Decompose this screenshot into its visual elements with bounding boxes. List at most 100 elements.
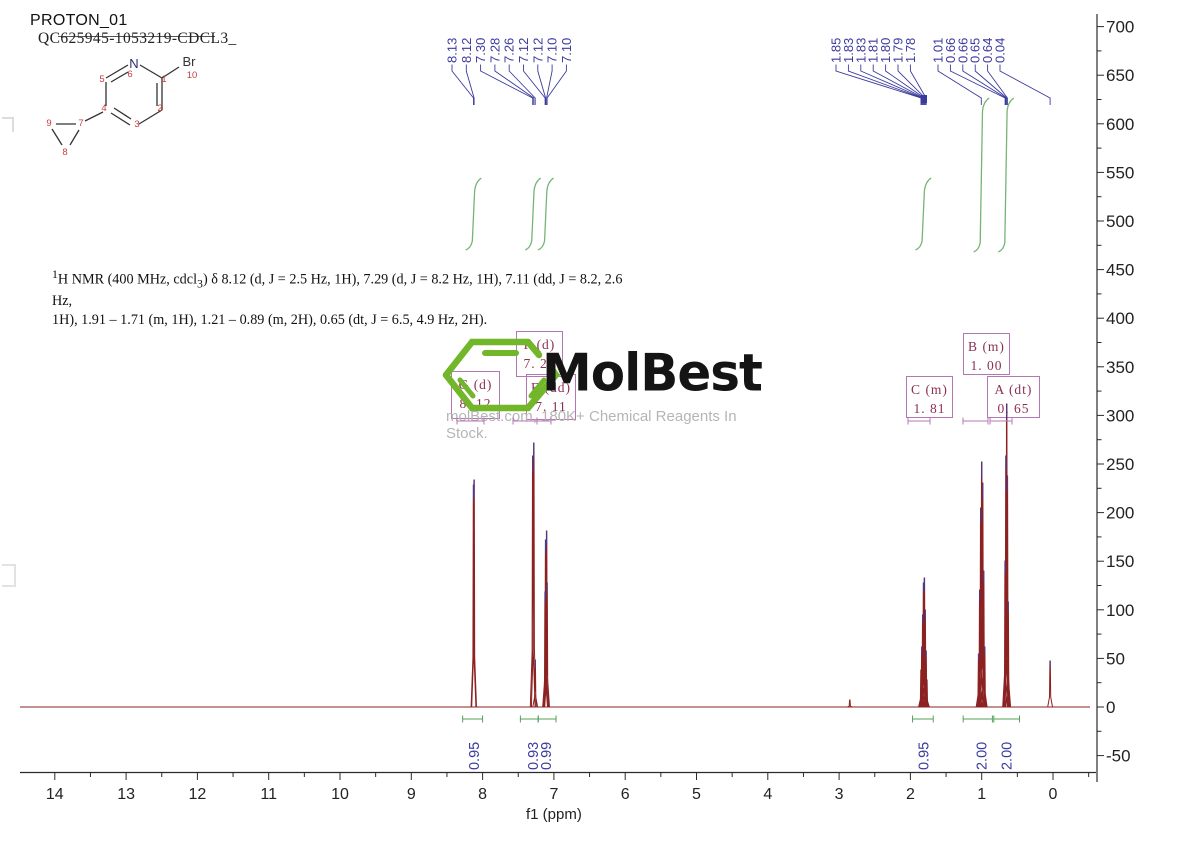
peak-label: 0.66 <box>955 38 970 63</box>
nmr-text-sup: 1 <box>52 267 58 281</box>
peak-label: 1.83 <box>853 38 868 63</box>
peak-label-leader <box>546 64 553 105</box>
peak-label-leader <box>999 64 1051 105</box>
assignment-A-shift: 0. 65 <box>997 401 1030 416</box>
integral-value: 0.93 <box>526 742 542 770</box>
assignment-box-B: B (m) 1. 00 <box>963 333 1010 375</box>
x-axis-tick-label: 7 <box>549 786 558 803</box>
peak-label-leader <box>546 64 567 105</box>
x-axis-tick-label: 13 <box>117 786 135 803</box>
x-axis-tick-label: 1 <box>977 786 986 803</box>
peak-label-leader <box>974 64 1008 105</box>
x-axis-tick-label: 9 <box>407 786 416 803</box>
peak-label-leader <box>987 64 1008 105</box>
integral-curve <box>998 97 1015 253</box>
y-axis-tick-label: 450 <box>1106 261 1134 280</box>
assignment-B-line1: B (m) <box>968 339 1005 354</box>
integral-curve <box>915 177 932 251</box>
peak-label: 1.81 <box>866 38 881 63</box>
integral-value: 0.95 <box>467 742 483 770</box>
y-axis-tick-label: 400 <box>1106 309 1134 328</box>
bond-lines <box>51 64 180 146</box>
peak-label-leader <box>872 64 924 105</box>
assignment-C-line1: C (m) <box>911 382 948 397</box>
peak-label-leader <box>937 64 982 105</box>
peak-label: 7.30 <box>473 38 488 63</box>
y-axis-tick-label: 350 <box>1106 358 1134 377</box>
molbest-logo-text: MolBest <box>542 342 763 404</box>
bromine-label: Br <box>183 54 197 69</box>
peak-label: 7.12 <box>530 38 545 63</box>
peak-label: 0.64 <box>980 38 995 63</box>
integral-curve <box>465 177 482 251</box>
peak-label-leader <box>494 64 535 105</box>
x-axis-tick-label: 8 <box>478 786 487 803</box>
peak-label-leader <box>835 64 922 105</box>
y-axis-tick-label: 600 <box>1106 115 1134 134</box>
nmr-text-sub: 3 <box>197 276 203 291</box>
spectrum-trace <box>20 403 1090 708</box>
nitrogen-label: N <box>129 56 138 71</box>
peak-label-leader <box>885 64 925 105</box>
x-axis-tick-label: 14 <box>46 786 64 803</box>
integral-curve <box>537 177 554 251</box>
peak-label: 1.01 <box>931 38 946 63</box>
atom-numbers: 1 2 3 4 5 6 7 8 9 10 <box>46 69 197 158</box>
integral-value: 0.95 <box>917 742 933 770</box>
integral-value: 0.99 <box>539 742 555 770</box>
atom-number-2: 2 <box>157 103 162 114</box>
peak-label: 1.80 <box>878 38 893 63</box>
atom-number-9: 9 <box>46 118 51 129</box>
peak-label-leader <box>897 64 926 105</box>
integral-curve <box>973 97 990 253</box>
x-axis-tick-label: 12 <box>189 786 207 803</box>
x-axis-tick-label: 5 <box>692 786 701 803</box>
peak-label: 7.10 <box>559 38 574 63</box>
x-axis-tick-label: 11 <box>260 786 277 803</box>
peak-label: 8.12 <box>459 38 474 63</box>
peak-label: 0.66 <box>943 38 958 63</box>
peak-label: 8.13 <box>445 38 460 63</box>
integral-value: 2.00 <box>975 742 991 770</box>
molecule-structure: N Br 1 2 3 4 5 6 7 8 9 10 <box>46 54 197 158</box>
assignment-F-shift: 7. 29 <box>523 356 556 371</box>
edge-artifact <box>2 117 16 587</box>
peak-label: 0.65 <box>968 38 983 63</box>
x-axis-tick-label: 6 <box>621 786 630 803</box>
y-axis-tick-label: -50 <box>1106 747 1131 766</box>
nmr-text-part1: H NMR (400 MHz, cdcl <box>57 271 198 288</box>
peak-label-leader <box>451 64 474 105</box>
title-underline <box>58 36 215 37</box>
x-axis-tick-label: 0 <box>1049 786 1058 803</box>
y-axis-tick-label: 100 <box>1106 601 1134 620</box>
y-axis-tick-label: 700 <box>1106 18 1134 37</box>
assignment-B-shift: 1. 00 <box>970 358 1003 373</box>
leader-cluster-blob <box>920 95 927 103</box>
peak-label-leader <box>847 64 923 105</box>
integral-curve <box>524 177 542 251</box>
x-axis-tick-label: 2 <box>906 786 915 803</box>
y-axis-tick-label: 250 <box>1106 455 1134 474</box>
peak-label: 7.26 <box>502 38 517 63</box>
peak-label-leader <box>480 64 534 105</box>
peak-label: 7.12 <box>516 38 531 63</box>
y-axis-tick-label: 300 <box>1106 406 1134 425</box>
y-axis-tick-label: 50 <box>1106 649 1125 668</box>
atom-number-5: 5 <box>99 74 104 85</box>
atom-number-3: 3 <box>134 119 139 130</box>
assignment-box-C: C (m) 1. 81 <box>906 376 953 418</box>
watermark-tagline: molBest.com, 180K+ Chemical Reagents In … <box>446 408 737 442</box>
peak-label-leader <box>537 64 547 105</box>
assignment-box-A: A (dt) 0. 65 <box>987 376 1040 418</box>
atom-number-7: 7 <box>78 118 83 129</box>
x-axis-tick-label: 4 <box>763 786 772 803</box>
atom-number-8: 8 <box>62 147 67 158</box>
assignment-C-shift: 1. 81 <box>913 401 946 416</box>
y-axis-tick-label: 650 <box>1106 66 1134 85</box>
y-axis-tick-label: 200 <box>1106 504 1134 523</box>
peak-label-leader <box>523 64 546 105</box>
nmr-text-part2b: 1H), 1.91 – 1.71 (m, 1H), 1.21 – 0.89 (m… <box>52 312 488 329</box>
peak-label: 0.04 <box>993 38 1008 63</box>
y-axis-tick-label: 150 <box>1106 552 1134 571</box>
